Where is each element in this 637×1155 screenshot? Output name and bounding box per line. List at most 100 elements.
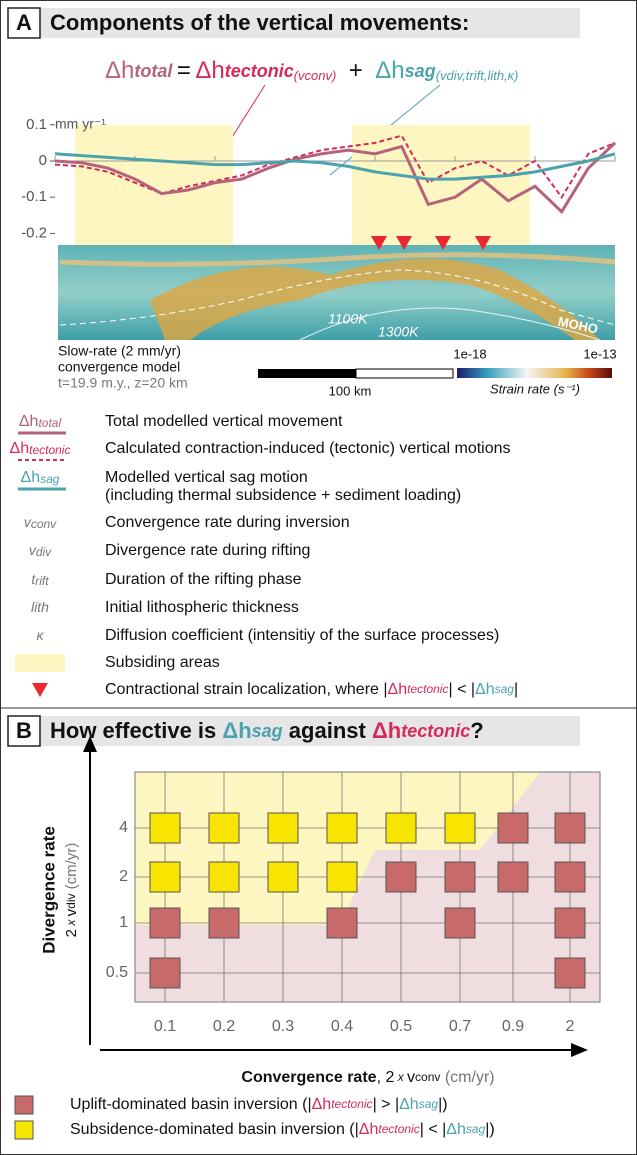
- isotherm-label: 1100K: [328, 311, 368, 327]
- panel-title: How effective is Δhsag against Δhtectoni…: [50, 718, 484, 743]
- isotherm-label: 1300K: [378, 324, 419, 340]
- legend-square: [15, 1121, 33, 1139]
- title-part: sag: [252, 721, 283, 741]
- symbol: lith: [31, 599, 49, 615]
- legend-triangle: [32, 683, 48, 697]
- legend-symbol: lith: [31, 599, 49, 615]
- legend-text: Divergence rate during rifting: [105, 542, 310, 559]
- square: [555, 908, 585, 938]
- text-part: |): [485, 1121, 494, 1138]
- y-unit: mm yr⁻¹: [55, 116, 106, 132]
- legend-symbol: vconv: [24, 514, 57, 531]
- label-part: v: [407, 1069, 415, 1086]
- square: [150, 862, 180, 892]
- eq-part: (vconv): [294, 68, 337, 83]
- x-tick-label: 0.3: [272, 1018, 294, 1035]
- label-part: Convergence rate: [241, 1069, 376, 1086]
- title-part: Δh: [372, 718, 401, 743]
- legend-text: (including thermal subsidence + sediment…: [105, 487, 461, 504]
- panel-letter: A: [16, 10, 32, 35]
- text-part: tectonic: [407, 682, 448, 696]
- eq-part: Δh: [195, 57, 224, 84]
- x-tick-label: 0.2: [213, 1018, 235, 1035]
- square: [386, 813, 416, 843]
- subsiding-area: [352, 125, 530, 245]
- model-name: convergence model: [58, 359, 180, 375]
- square: [555, 862, 585, 892]
- y-tick-label: 1: [119, 914, 128, 931]
- y-axis-title: 2 x vdiv (cm/yr): [63, 843, 80, 938]
- equation: Δhtotal = Δhtectonic(vconv) + Δhsag(vdiv…: [105, 57, 519, 85]
- label-part: (cm/yr): [63, 843, 80, 894]
- colorbar-label: Strain rate (s⁻¹): [490, 381, 580, 396]
- label-part: , 2: [377, 1069, 395, 1086]
- label-part: conv: [415, 1070, 440, 1084]
- y-tick-label: -0.2: [21, 224, 47, 241]
- legend-text: Uplift-dominated basin inversion (|Δhtec…: [70, 1096, 448, 1113]
- x-tick-label: 0.1: [154, 1018, 176, 1035]
- label-part: 2: [63, 929, 80, 937]
- x-tick-label: 0.4: [331, 1018, 353, 1035]
- x-tick-label: 2: [566, 1018, 575, 1035]
- eq-part: Δh: [375, 57, 404, 84]
- legend: Uplift-dominated basin inversion (|Δhtec…: [15, 1096, 495, 1139]
- symbol-sub: div: [36, 545, 52, 559]
- arrow-head: [571, 1043, 588, 1057]
- eq-part: tectonic: [225, 61, 294, 81]
- x-tick-label: 0.5: [390, 1018, 412, 1035]
- square: [268, 862, 298, 892]
- square: [445, 862, 475, 892]
- legend-text: Total modelled vertical movement: [105, 413, 343, 430]
- legend-text: Convergence rate during inversion: [105, 514, 350, 531]
- legend-text: Duration of the rifting phase: [105, 571, 302, 588]
- legend-symbol: trift: [31, 571, 49, 588]
- text-part: | > |: [373, 1096, 400, 1113]
- legend-box: [15, 654, 65, 672]
- y-tick-label: 0.1: [26, 116, 47, 133]
- y-tick-label: 2: [119, 868, 128, 885]
- text-part: |): [438, 1096, 447, 1113]
- text-part: Δh: [359, 1121, 379, 1138]
- scale-label: 100 km: [329, 383, 372, 398]
- legend: Δh total Total modelled vertical movement Δ…: [10, 413, 511, 697]
- text-part: tectonic: [331, 1097, 372, 1111]
- legend-symbol: κ: [37, 627, 45, 643]
- text-part: Δh: [388, 681, 408, 698]
- x-axis-title: Convergence rate, 2 x vconv (cm/yr): [241, 1069, 494, 1086]
- title-part: against: [283, 718, 372, 743]
- symbol-sub: total: [38, 416, 61, 430]
- square: [150, 958, 180, 988]
- title-part: ?: [470, 718, 483, 743]
- legend-text: Subsiding areas: [105, 654, 220, 671]
- square: [555, 813, 585, 843]
- legend-symbol: vdiv: [29, 542, 52, 559]
- symbol-sub: rift: [35, 574, 49, 588]
- eq-part: sag: [405, 61, 436, 81]
- eq-part: =: [177, 57, 191, 84]
- eq-part: (vdiv,trift,lith,κ): [436, 68, 519, 83]
- text-part: sag: [466, 1122, 486, 1136]
- label-part: div: [64, 893, 78, 908]
- square: [150, 813, 180, 843]
- model-info: t=19.9 m.y., z=20 km: [58, 375, 188, 391]
- legend-symbol: Δhtectonic: [10, 440, 71, 457]
- title-part: How effective is: [50, 718, 222, 743]
- square: [150, 908, 180, 938]
- eq-part: Δh: [105, 57, 134, 84]
- square: [498, 862, 528, 892]
- y-tick-label: 0: [39, 152, 47, 169]
- square: [555, 958, 585, 988]
- symbol: Δh: [21, 469, 41, 486]
- square: [498, 813, 528, 843]
- square: [209, 813, 239, 843]
- text-part: Subsidence-dominated basin inversion (|: [70, 1121, 359, 1138]
- square: [386, 862, 416, 892]
- text-part: sag: [495, 682, 515, 696]
- square: [327, 908, 357, 938]
- text-part: Δh: [312, 1096, 332, 1113]
- text-part: Δh: [475, 681, 495, 698]
- y-tick-label: 4: [119, 819, 128, 836]
- text-part: Δh: [399, 1096, 419, 1113]
- text-part: sag: [419, 1097, 439, 1111]
- square: [327, 862, 357, 892]
